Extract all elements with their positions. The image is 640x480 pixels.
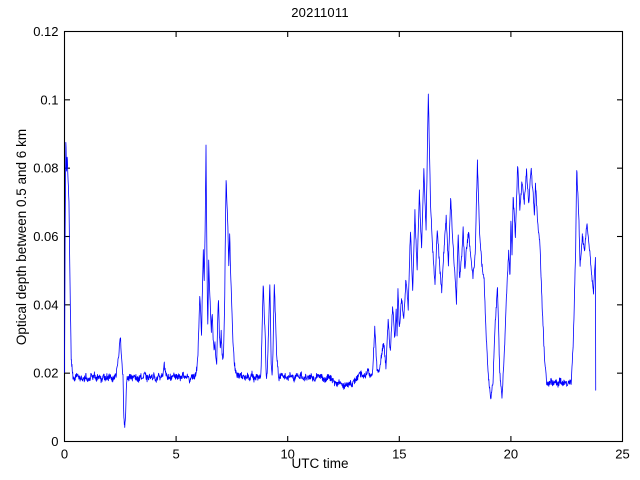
x-axis-label: UTC time xyxy=(291,456,349,471)
x-tick-label: 5 xyxy=(172,447,179,462)
axes-group: 0 5 10 15 20 25 0 0.02 0.04 0.06 0.08 0.1 0.12 xyxy=(33,24,630,462)
y-tick-label: 0.08 xyxy=(33,161,58,176)
x-tick-label: 15 xyxy=(392,447,406,462)
y-tick-label: 0.1 xyxy=(40,92,58,107)
y-tick-label: 0.12 xyxy=(33,24,58,39)
y-tick-label: 0.02 xyxy=(33,366,58,381)
x-tick-label: 10 xyxy=(280,447,294,462)
y-tick-label: 0.06 xyxy=(33,229,58,244)
x-tick-label: 20 xyxy=(504,447,518,462)
chart-title: 20211011 xyxy=(291,5,349,20)
y-tick-label: 0 xyxy=(51,434,58,449)
data-series-group xyxy=(64,93,597,428)
x-tick-label: 25 xyxy=(615,447,629,462)
data-line-optical-depth xyxy=(64,93,597,428)
x-tick-label: 0 xyxy=(61,447,68,462)
y-axis-label-container: Optical depth between 0.5 and 6 km xyxy=(13,27,31,447)
y-axis-label: Optical depth between 0.5 and 6 km xyxy=(14,128,29,346)
y-tick-label: 0.04 xyxy=(33,297,58,312)
